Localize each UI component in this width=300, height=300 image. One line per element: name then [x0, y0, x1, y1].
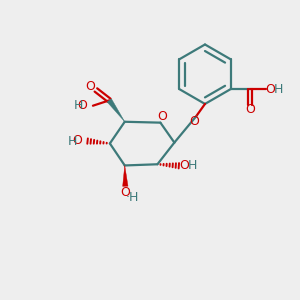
Text: O: O — [157, 110, 167, 123]
Text: O: O — [190, 115, 200, 128]
Text: ·H: ·H — [125, 191, 139, 204]
Text: H: H — [188, 159, 197, 172]
Polygon shape — [107, 99, 125, 122]
Text: O: O — [78, 99, 88, 112]
Text: H: H — [74, 99, 83, 112]
Text: O: O — [245, 103, 255, 116]
Text: H: H — [68, 135, 77, 148]
Text: O: O — [265, 82, 275, 96]
Text: H: H — [273, 82, 283, 96]
Text: O: O — [72, 134, 82, 147]
Polygon shape — [123, 166, 128, 186]
Text: O: O — [85, 80, 95, 93]
Text: O: O — [179, 159, 189, 172]
Text: O: O — [120, 186, 130, 199]
